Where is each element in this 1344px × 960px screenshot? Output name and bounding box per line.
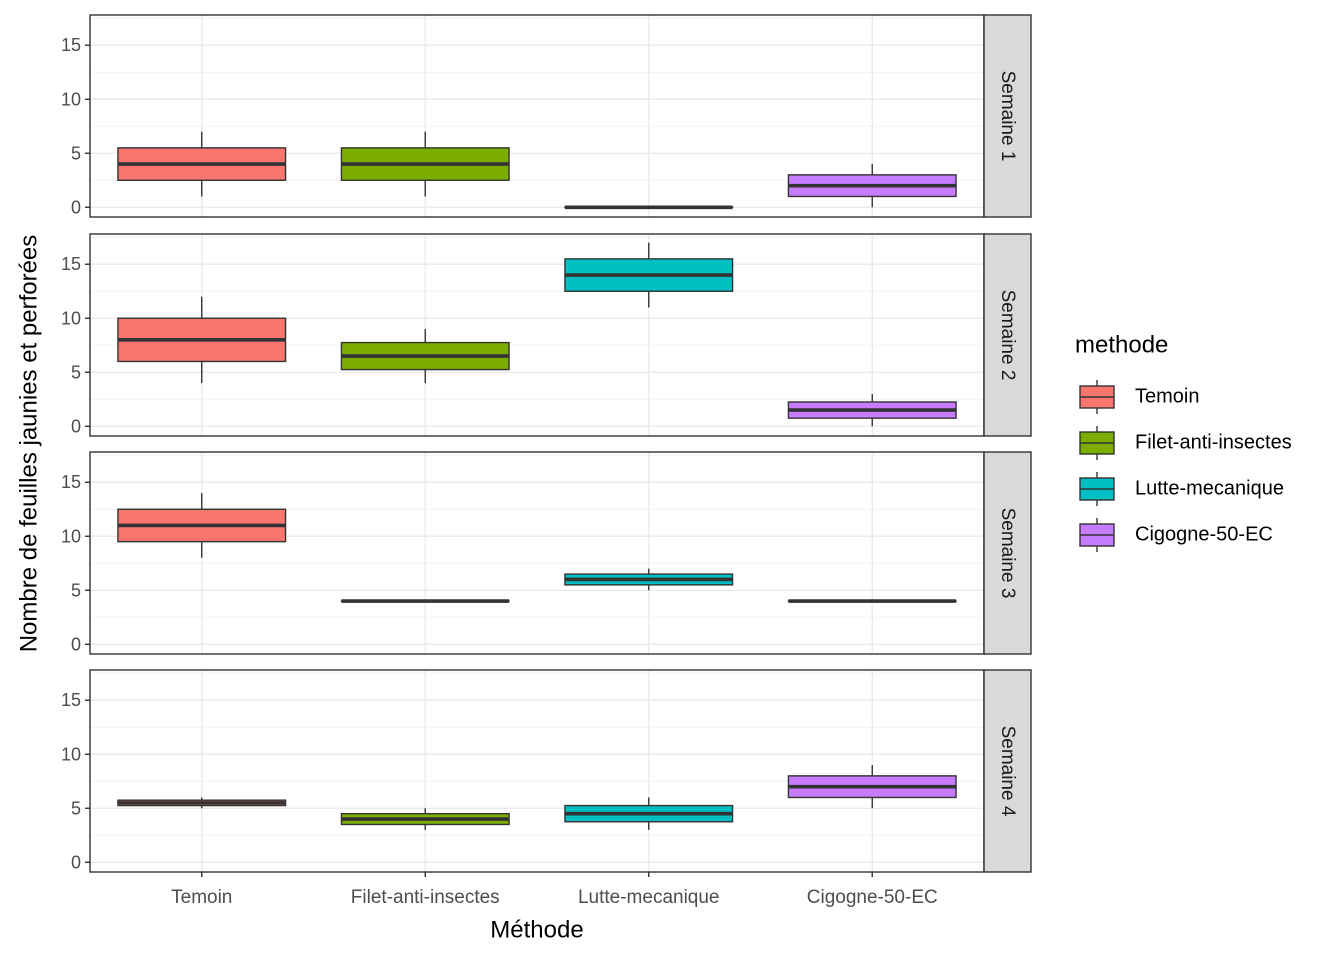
legend-item: Lutte-mecanique xyxy=(1079,472,1284,506)
box-cigogne-50-ec xyxy=(787,765,957,809)
y-tick-label: 15 xyxy=(61,254,81,274)
y-tick-label: 15 xyxy=(61,35,81,55)
panel-background xyxy=(90,670,984,872)
y-tick-label: 0 xyxy=(71,852,81,872)
y-tick-label: 5 xyxy=(71,362,81,382)
legend-label: Temoin xyxy=(1135,385,1199,407)
y-tick-label: 10 xyxy=(61,308,81,328)
facet-strip xyxy=(983,669,1032,873)
y-tick-label: 10 xyxy=(61,526,81,546)
y-axis-title: Nombre de feuilles jaunies et perforées xyxy=(15,235,42,653)
x-tick-label: Temoin xyxy=(171,887,232,908)
y-tick-label: 5 xyxy=(71,798,81,818)
y-tick-label: 5 xyxy=(71,580,81,600)
facet-strip-label: Semaine 4 xyxy=(997,726,1018,817)
legend-item: Filet-anti-insectes xyxy=(1079,426,1292,460)
box-cigogne-50-ec xyxy=(787,164,957,208)
box-temoin xyxy=(117,493,287,558)
y-tick-label: 15 xyxy=(61,690,81,710)
legend-label: Cigogne-50-EC xyxy=(1135,523,1273,545)
legend-label: Filet-anti-insectes xyxy=(1135,431,1292,453)
y-tick-label: 0 xyxy=(71,416,81,436)
legend-item: Cigogne-50-EC xyxy=(1079,518,1273,552)
facet-strip xyxy=(983,451,1032,655)
y-tick-label: 15 xyxy=(61,472,81,492)
facet-strip-label: Semaine 3 xyxy=(997,508,1018,599)
facet-panel-2: Semaine 2 0 5 10 15 xyxy=(61,233,1032,437)
facet-strip xyxy=(983,233,1032,437)
box-cigogne-50-ec xyxy=(787,393,957,427)
y-tick-label: 5 xyxy=(71,143,81,163)
y-tick-label: 10 xyxy=(61,89,81,109)
legend-item: Temoin xyxy=(1079,380,1199,414)
x-tick-label: Lutte-mecanique xyxy=(578,887,720,908)
box-filet-anti-insectes xyxy=(340,131,510,197)
box-lutte-mecanique xyxy=(564,797,734,830)
box-lutte-mecanique xyxy=(564,568,734,591)
y-tick-label: 0 xyxy=(71,197,81,217)
legend: methode Temoin Filet-anti-insectes Lutte-me… xyxy=(1075,331,1292,552)
x-axis-title: Méthode xyxy=(490,916,583,943)
box-filet-anti-insectes xyxy=(340,329,510,384)
facet-strip xyxy=(983,14,1032,218)
legend-title: methode xyxy=(1075,331,1168,358)
legend-label: Lutte-mecanique xyxy=(1135,477,1284,499)
panel-background xyxy=(90,452,984,654)
box-temoin xyxy=(117,797,287,809)
box-temoin xyxy=(117,296,287,384)
x-tick-label: Cigogne-50-EC xyxy=(807,887,938,908)
box-filet-anti-insectes xyxy=(340,808,510,830)
facet-panel-3: Semaine 3 0 5 10 15 xyxy=(61,451,1032,655)
y-tick-label: 0 xyxy=(71,634,81,654)
facet-strip-label: Semaine 2 xyxy=(997,290,1018,381)
box-lutte-mecanique xyxy=(564,242,734,308)
y-tick-label: 10 xyxy=(61,744,81,764)
facet-strip-label: Semaine 1 xyxy=(997,71,1018,162)
facet-panel-4: Semaine 4 0 5 10 15 xyxy=(61,669,1032,873)
facet-panel-1: Semaine 1 0 5 10 15 xyxy=(61,14,1032,218)
box-temoin xyxy=(117,131,287,197)
x-tick-label: Filet-anti-insectes xyxy=(351,887,500,908)
